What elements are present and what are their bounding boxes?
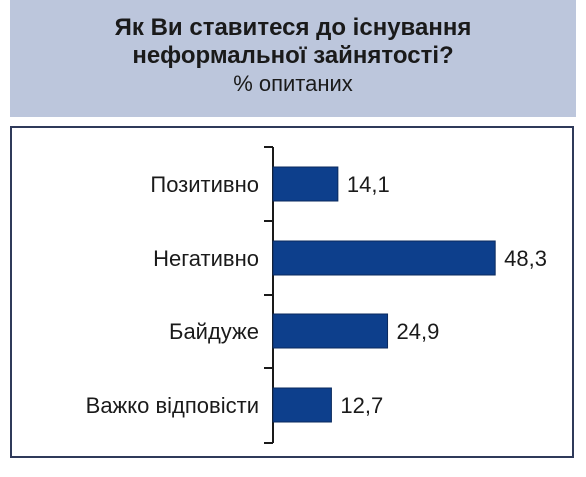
data-label: 48,3 — [504, 246, 547, 271]
chart-title: Як Ви ставитеся до існування неформально… — [10, 14, 576, 70]
data-label: 14,1 — [347, 172, 390, 197]
chart-subtitle: % опитаних — [233, 71, 353, 96]
data-label: 24,9 — [397, 319, 440, 344]
category-label: Важко відповісти — [86, 393, 259, 418]
category-label: Байдуже — [169, 319, 259, 344]
bar-4 — [272, 387, 332, 423]
chart-title-line-1: Як Ви ставитеся до існування — [114, 14, 472, 41]
chart-title-line-2: неформальної зайнятості? — [132, 42, 454, 69]
category-label: Негативно — [153, 246, 259, 271]
bar-2 — [272, 240, 496, 276]
category-label: Позитивно — [150, 172, 259, 197]
data-label: 12,7 — [340, 393, 383, 418]
chart-header: Як Ви ставитеся до існування неформально… — [10, 0, 576, 117]
bar-1 — [272, 166, 339, 202]
bar-3 — [272, 313, 389, 349]
